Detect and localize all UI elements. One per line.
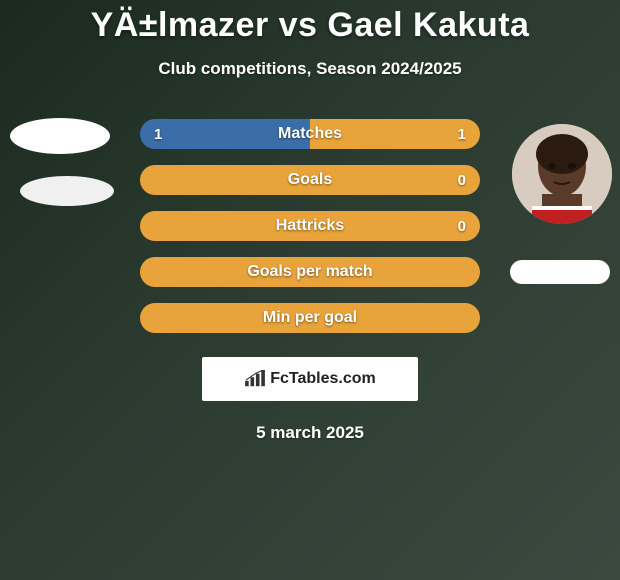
fctables-logo[interactable]: FcTables.com (202, 357, 418, 401)
stat-right-value: 1 (458, 126, 466, 143)
stat-label: Goals per match (247, 263, 372, 281)
player-right-avatar-svg (512, 124, 612, 224)
bar-chart-icon (244, 370, 266, 388)
player-right-toggle[interactable] (510, 260, 610, 284)
page-title: YÄ±lmazer vs Gael Kakuta (0, 0, 620, 45)
stat-label: Goals (288, 171, 332, 189)
stat-row: 1 Matches 1 (140, 119, 480, 149)
content: YÄ±lmazer vs Gael Kakuta Club competitio… (0, 0, 620, 580)
stat-row: Min per goal (140, 303, 480, 333)
stat-row: Hattricks 0 (140, 211, 480, 241)
stat-label: Min per goal (263, 309, 357, 327)
stat-right-value: 0 (458, 172, 466, 189)
player-right-avatar (512, 124, 612, 224)
date: 5 march 2025 (0, 423, 620, 443)
stat-left-value: 1 (154, 126, 162, 143)
player-left-avatar-placeholder-2 (20, 176, 114, 206)
stat-row: Goals 0 (140, 165, 480, 195)
subtitle: Club competitions, Season 2024/2025 (0, 59, 620, 79)
stat-right-value: 0 (458, 218, 466, 235)
stat-label: Hattricks (276, 217, 344, 235)
player-left-avatar-placeholder (10, 118, 110, 154)
logo-text: FcTables.com (270, 370, 376, 388)
stat-label: Matches (278, 125, 342, 143)
stat-row: Goals per match (140, 257, 480, 287)
